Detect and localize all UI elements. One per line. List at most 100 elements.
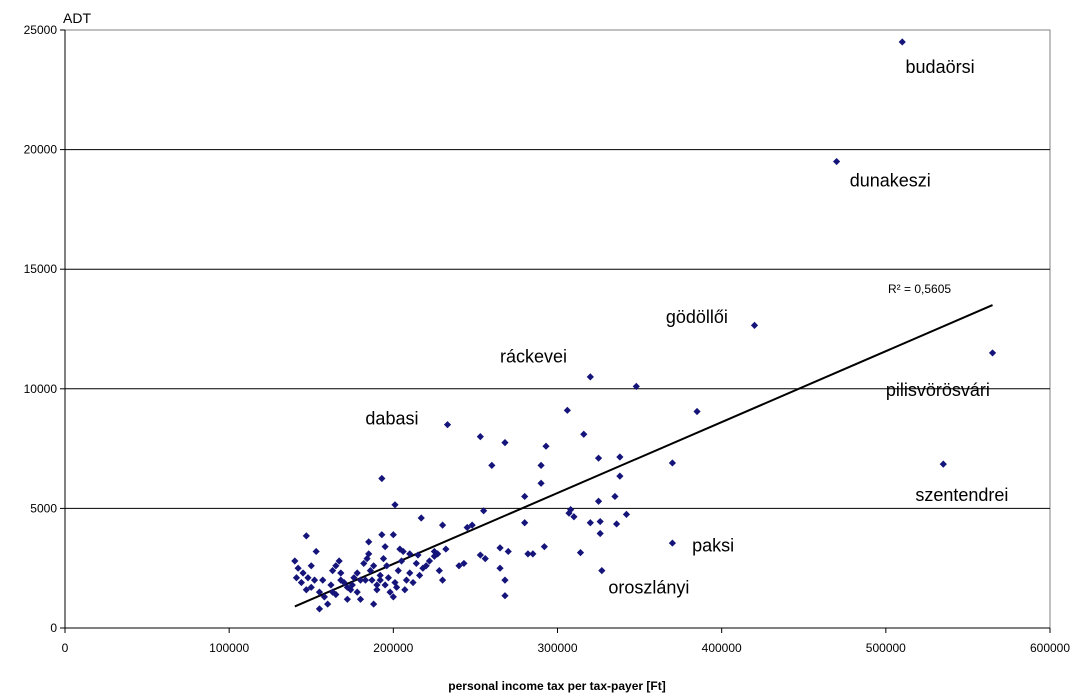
x-tick-label: 400000 (702, 641, 742, 655)
data-point (409, 578, 417, 587)
data-point (376, 571, 384, 579)
data-point (315, 588, 324, 596)
data-point (570, 513, 578, 521)
data-point (401, 586, 409, 594)
data-point (412, 559, 420, 568)
data-point (378, 474, 386, 483)
data-point (594, 454, 603, 462)
data-point (521, 492, 529, 501)
data-point (294, 564, 302, 572)
data-point (389, 593, 397, 601)
y-tick-label: 5000 (30, 501, 57, 515)
data-point (417, 514, 425, 522)
data-point (353, 588, 361, 596)
data-point (312, 547, 320, 556)
data-point (406, 569, 414, 577)
data-point (307, 583, 315, 591)
data-point (378, 531, 386, 539)
data-point (310, 576, 319, 584)
data-point (399, 547, 407, 556)
data-point (361, 576, 370, 584)
data-point (379, 555, 388, 563)
data-point (368, 576, 376, 584)
data-point (939, 460, 947, 468)
annotation-label: pilisvörösvári (886, 380, 990, 400)
data-point (391, 578, 399, 587)
annotation-label: ráckevei (500, 346, 567, 366)
data-point (315, 605, 324, 613)
data-point (360, 559, 368, 568)
data-point (356, 595, 365, 603)
data-point (501, 576, 509, 584)
data-point (347, 586, 355, 594)
data-point (332, 590, 340, 599)
data-point (442, 545, 450, 553)
data-point (496, 564, 504, 572)
data-point (335, 557, 343, 565)
r-squared-label: R² = 0,5605 (888, 282, 951, 296)
data-point (476, 433, 484, 441)
data-point (414, 551, 422, 559)
data-point (328, 588, 337, 596)
data-point (402, 576, 411, 584)
y-tick-label: 20000 (24, 143, 58, 157)
data-point (563, 406, 571, 414)
data-point (340, 578, 348, 587)
data-point (504, 547, 512, 556)
data-point (832, 157, 841, 166)
data-point (370, 600, 378, 608)
data-point (343, 595, 351, 603)
data-point (611, 492, 619, 501)
data-point (622, 510, 631, 518)
data-point (373, 586, 381, 594)
data-point (319, 576, 327, 584)
data-point (327, 581, 335, 589)
data-point (438, 521, 447, 529)
data-point (463, 523, 471, 532)
data-point (396, 545, 404, 553)
y-axis-ticks: 0 5000 10000 15000 20000 25000 (24, 23, 66, 635)
x-tick-label: 300000 (537, 641, 577, 655)
data-point (567, 505, 575, 514)
x-axis-ticks: 0 100000 200000 300000 400000 500000 600000 (62, 627, 1070, 655)
data-point (381, 581, 389, 589)
data-point (366, 566, 374, 575)
gridlines (64, 29, 1051, 629)
data-point (370, 562, 378, 570)
data-point (425, 557, 434, 565)
data-point (365, 538, 373, 546)
data-point (613, 520, 621, 528)
data-point (384, 574, 393, 582)
data-point (542, 442, 550, 450)
data-point (586, 373, 594, 381)
data-point (302, 532, 310, 540)
data-point (332, 562, 340, 570)
annotation-label: budaörsi (906, 57, 975, 77)
data-point (455, 562, 463, 570)
data-point (668, 459, 677, 467)
data-point (394, 566, 402, 575)
data-point (430, 547, 438, 556)
data-point (406, 550, 414, 558)
data-point (596, 529, 604, 538)
data-point (576, 549, 585, 557)
data-point (988, 349, 997, 357)
trendline: R² = 0,5605 (294, 282, 993, 608)
data-point (537, 461, 545, 469)
data-point (373, 581, 381, 589)
data-point (391, 501, 399, 509)
data-point (468, 521, 476, 529)
data-point (356, 576, 365, 584)
data-point (596, 517, 604, 526)
data-point (419, 564, 427, 572)
data-point (668, 539, 677, 547)
x-tick-label: 0 (62, 641, 69, 655)
data-point (501, 439, 509, 447)
data-point (383, 562, 391, 570)
data-point (524, 550, 532, 558)
annotation-label: dunakeszi (850, 171, 931, 191)
data-point (320, 593, 328, 601)
x-tick-label: 500000 (866, 641, 906, 655)
data-point (307, 562, 315, 570)
annotations: budaörsi dunakeszi gödöllői ráckevei dabasi p… (365, 57, 1008, 597)
